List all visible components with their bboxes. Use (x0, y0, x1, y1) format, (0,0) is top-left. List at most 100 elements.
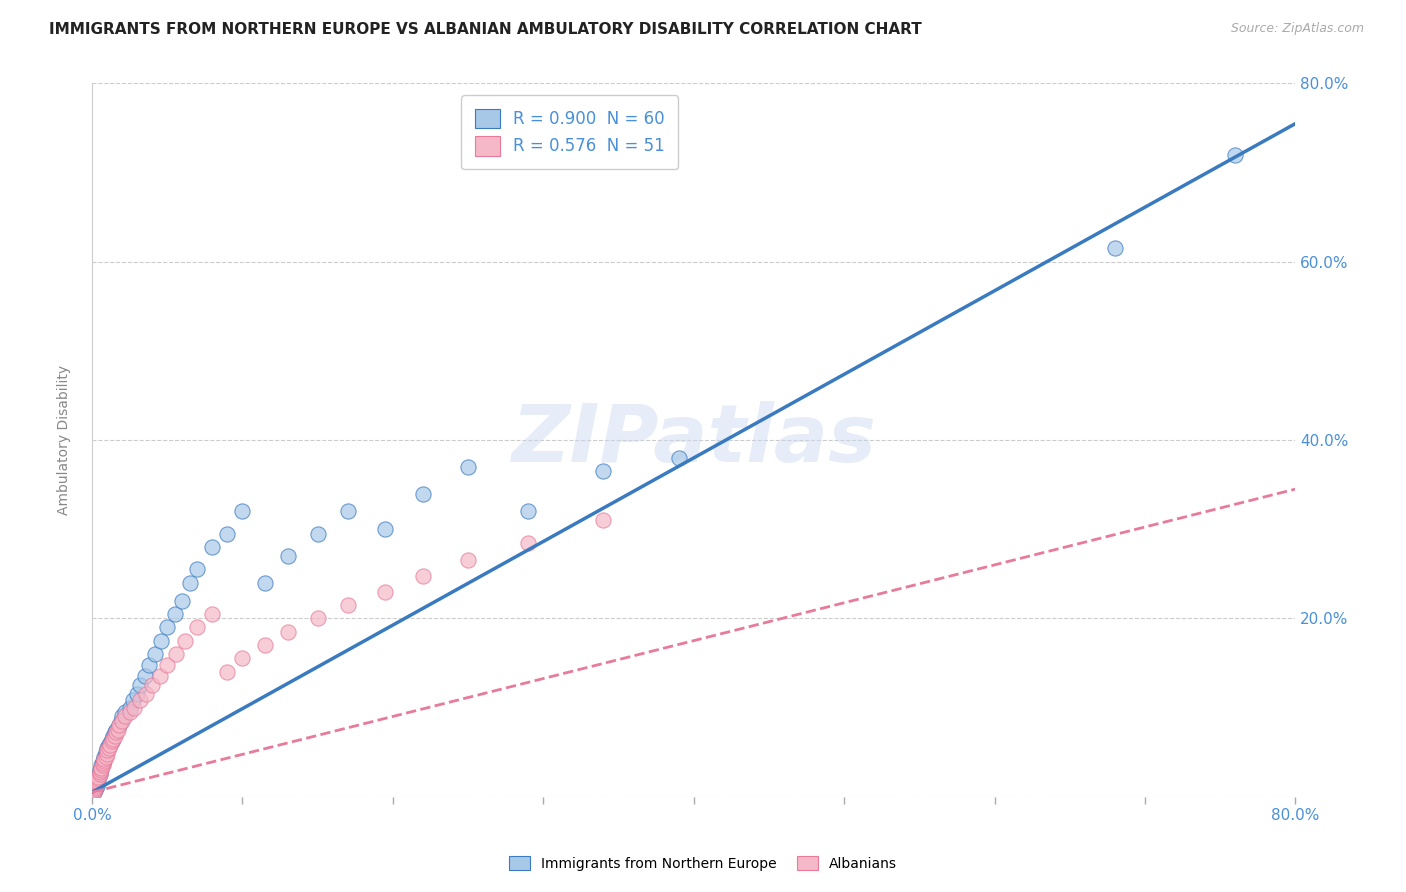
Point (592, 464, 614, 478)
Point (150, 633, 173, 648)
Point (87, 770, 110, 784)
Point (141, 678, 163, 692)
Point (105, 723, 128, 737)
Point (103, 729, 125, 743)
Point (217, 665, 239, 679)
Point (89, 764, 111, 779)
Point (84, 779, 107, 793)
Point (163, 607, 186, 621)
Point (107, 723, 129, 737)
Point (108, 718, 131, 732)
Point (100, 734, 122, 748)
Point (114, 709, 136, 723)
Point (118, 705, 141, 719)
Point (374, 584, 396, 599)
Point (134, 669, 156, 683)
Point (253, 638, 276, 652)
Point (165, 647, 187, 661)
Legend: Immigrants from Northern Europe, Albanians: Immigrants from Northern Europe, Albania… (503, 850, 903, 876)
Point (156, 620, 179, 634)
Point (93, 754, 115, 768)
Point (122, 700, 145, 714)
Point (135, 687, 157, 701)
Point (412, 568, 434, 582)
Point (90, 761, 112, 775)
Point (97, 738, 120, 752)
Point (86, 779, 108, 793)
Point (277, 624, 299, 639)
Point (186, 562, 208, 576)
Point (94, 747, 117, 761)
Point (101, 731, 124, 746)
Point (91, 754, 114, 768)
Point (89, 767, 111, 781)
Point (96, 743, 118, 757)
Point (103, 725, 125, 739)
Point (83, 782, 105, 797)
Point (307, 526, 329, 541)
Point (90, 763, 112, 777)
Point (217, 526, 239, 541)
Point (174, 633, 197, 648)
Legend: R = 0.900  N = 60, R = 0.576  N = 51: R = 0.900 N = 60, R = 0.576 N = 51 (461, 95, 678, 169)
Point (84, 780, 107, 795)
Point (231, 504, 253, 518)
Point (138, 657, 160, 672)
Point (91, 756, 114, 770)
Point (253, 575, 276, 590)
Point (83, 785, 105, 799)
Point (186, 620, 208, 634)
Point (231, 651, 253, 665)
Point (129, 693, 152, 707)
Point (93, 749, 115, 764)
Point (118, 700, 141, 714)
Point (457, 553, 479, 567)
Point (517, 504, 540, 518)
Point (156, 657, 179, 672)
Point (114, 705, 136, 719)
Point (149, 669, 172, 683)
Point (98, 736, 121, 750)
Point (96, 743, 118, 757)
Point (96, 747, 118, 761)
Point (108, 718, 131, 732)
Text: Source: ZipAtlas.com: Source: ZipAtlas.com (1230, 22, 1364, 36)
Point (127, 687, 149, 701)
Point (89, 767, 111, 781)
Point (105, 725, 128, 739)
Point (96, 740, 118, 755)
Point (668, 450, 690, 465)
Point (87, 770, 110, 784)
Point (84, 782, 107, 797)
Point (89, 763, 111, 777)
Point (101, 729, 124, 743)
Point (86, 776, 108, 790)
Point (457, 459, 479, 474)
Point (90, 758, 112, 772)
Point (98, 738, 121, 752)
Point (172, 593, 194, 607)
Point (336, 598, 359, 612)
Point (93, 752, 115, 766)
Point (111, 714, 134, 728)
Point (111, 709, 134, 723)
Point (94, 745, 117, 759)
Point (86, 773, 108, 788)
Point (94, 749, 117, 764)
Point (86, 776, 108, 790)
Point (87, 772, 110, 786)
Point (89, 764, 111, 779)
Point (201, 607, 224, 621)
Point (83, 785, 105, 799)
Point (307, 611, 329, 625)
Point (129, 678, 152, 692)
Text: ZIPatlas: ZIPatlas (512, 401, 876, 479)
Point (86, 773, 108, 788)
Point (336, 504, 359, 518)
Point (110, 714, 132, 728)
Text: IMMIGRANTS FROM NORTHERN EUROPE VS ALBANIAN AMBULATORY DISABILITY CORRELATION CH: IMMIGRANTS FROM NORTHERN EUROPE VS ALBAN… (49, 22, 922, 37)
Point (143, 647, 166, 661)
Point (90, 761, 112, 775)
Point (84, 780, 107, 795)
Point (592, 513, 614, 527)
